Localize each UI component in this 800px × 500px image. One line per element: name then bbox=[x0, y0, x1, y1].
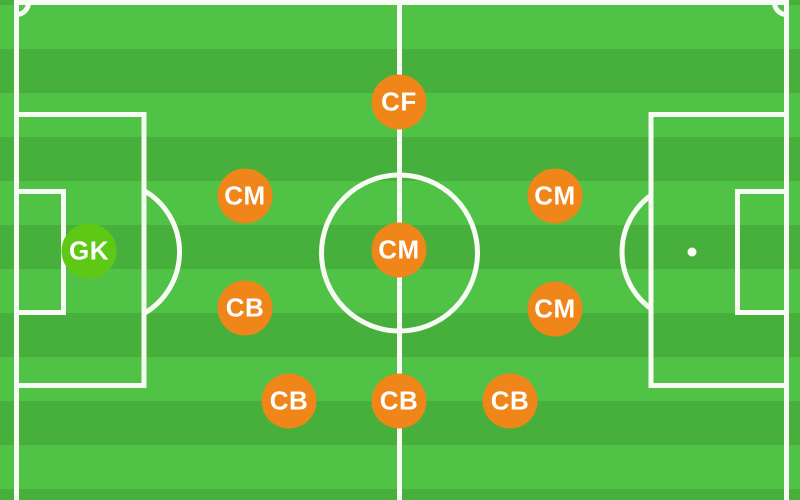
goal-area-left bbox=[14, 189, 66, 315]
player-marker-cb-bottom-left[interactable]: CB bbox=[261, 373, 317, 429]
player-marker-cm-centre[interactable]: CM bbox=[371, 222, 427, 278]
player-marker-cm-right[interactable]: CM bbox=[527, 168, 583, 224]
penalty-arc-left bbox=[142, 188, 183, 316]
centre-circle bbox=[319, 172, 480, 334]
penalty-spot-right bbox=[687, 247, 697, 257]
player-marker-cf[interactable]: CF bbox=[371, 74, 427, 130]
player-marker-cb-bottom-right[interactable]: CB bbox=[482, 373, 538, 429]
goal-area-right bbox=[735, 189, 789, 315]
corner-arc-top-left bbox=[16, 2, 31, 17]
corner-arc-top-right bbox=[772, 2, 787, 17]
penalty-arc-right bbox=[619, 193, 653, 311]
player-marker-cb-bottom-centre[interactable]: CB bbox=[371, 373, 427, 429]
player-marker-cm-left[interactable]: CM bbox=[217, 168, 273, 224]
penalty-area-right bbox=[648, 112, 789, 388]
player-marker-gk[interactable]: GK bbox=[61, 223, 117, 279]
player-marker-cm-right-lower[interactable]: CM bbox=[527, 281, 583, 337]
player-marker-cb-left[interactable]: CB bbox=[217, 280, 273, 336]
